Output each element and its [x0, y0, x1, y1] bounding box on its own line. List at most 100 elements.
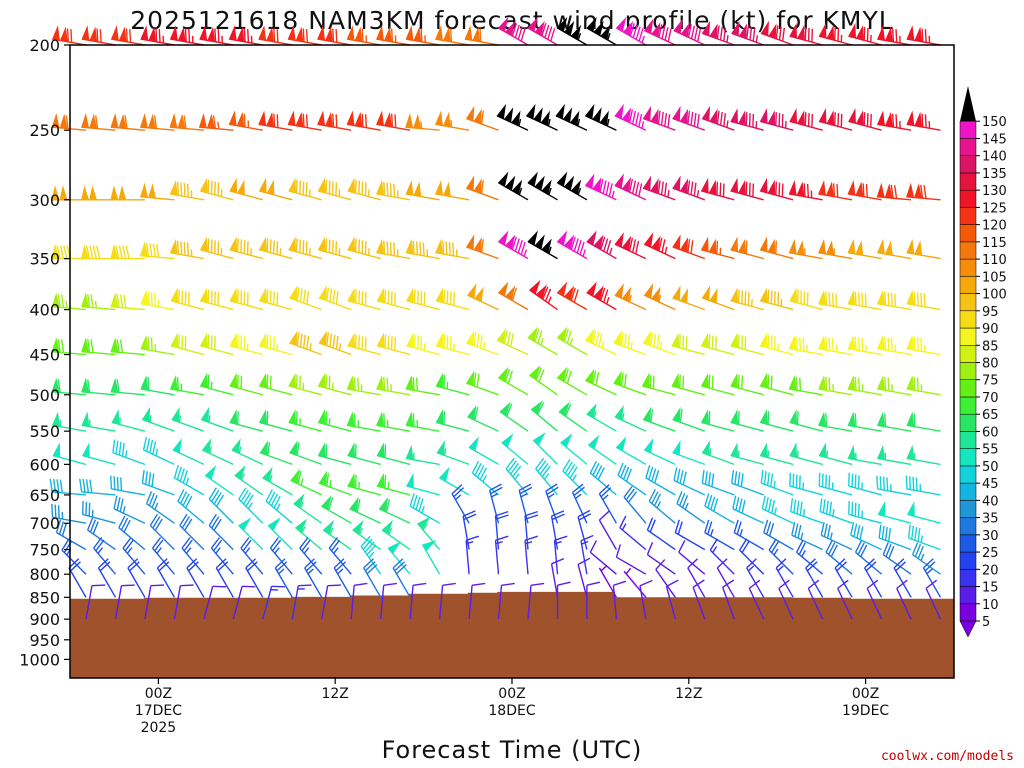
colorbar-tick-label: 115: [982, 236, 1007, 251]
wind-barb: [438, 582, 456, 620]
barb-pennant: [473, 178, 482, 194]
barb-pennant: [642, 406, 652, 423]
barb-full: [299, 180, 302, 194]
barb-full: [711, 375, 714, 389]
barb-pennant: [738, 23, 748, 40]
colorbar-swatch: [959, 345, 977, 363]
barb-pennant: [295, 111, 304, 128]
barb-full: [383, 240, 386, 255]
wind-barb: [556, 326, 588, 356]
y-tick-label: 1000: [19, 650, 60, 669]
barb-pennant: [236, 111, 245, 128]
barb-half: [891, 384, 893, 392]
barb-staff: [149, 525, 175, 551]
barb-full: [187, 292, 190, 306]
barb-half: [913, 452, 916, 460]
wind-barb: [405, 411, 440, 432]
barb-half: [423, 343, 426, 351]
barb-pennant: [541, 238, 552, 254]
barb-pennant: [435, 180, 443, 196]
wind-barb: [922, 558, 942, 598]
barb-full: [353, 413, 356, 427]
barb-pennant: [914, 111, 923, 128]
wind-barb: [55, 519, 87, 551]
barb-full: [592, 330, 597, 344]
barb-pennant: [501, 433, 514, 448]
barb-half: [191, 35, 194, 44]
wind-barb: [730, 332, 764, 356]
barb-full: [240, 489, 249, 502]
barb-full: [679, 493, 686, 506]
barb-half: [773, 480, 776, 489]
barb-pennant: [847, 180, 856, 196]
barb-half: [190, 190, 193, 198]
barb-full: [716, 558, 728, 569]
barb-full: [116, 497, 121, 511]
barb-pennant: [584, 368, 595, 384]
barb-full: [495, 514, 509, 520]
barb-pennant: [847, 444, 856, 461]
barb-staff: [494, 540, 500, 575]
barb-pennant: [325, 111, 333, 128]
barb-pennant: [141, 406, 151, 423]
colorbar-swatch: [959, 603, 977, 622]
wind-barb: [906, 110, 941, 131]
barb-full: [88, 502, 91, 517]
barb-half: [424, 35, 426, 43]
wind-barb: [499, 401, 529, 432]
wind-barb: [199, 236, 234, 260]
barb-full: [925, 579, 938, 589]
wind-barb: [405, 444, 440, 466]
barb-pennant: [439, 466, 450, 483]
colorbar-tick-label: 125: [982, 201, 1007, 216]
wind-barb: [79, 478, 116, 496]
wind-barb: [494, 535, 509, 575]
barb-staff: [215, 567, 234, 598]
barb-full: [831, 337, 834, 352]
barb-full: [761, 495, 766, 509]
wind-barb: [759, 236, 794, 260]
barb-half: [91, 509, 94, 518]
barb-pennant: [59, 185, 68, 201]
barb-pennant: [405, 444, 414, 461]
barb-pennant: [906, 444, 915, 461]
barb-full: [299, 239, 302, 253]
barb-half: [926, 568, 933, 575]
barb-staff: [791, 534, 823, 551]
barb-full: [332, 289, 336, 304]
wind-barb: [200, 406, 234, 432]
wind-barb: [293, 493, 323, 524]
barb-pennant: [266, 179, 275, 196]
wind-barb: [501, 433, 529, 465]
wind-barb: [614, 283, 647, 311]
wind-barb: [81, 337, 116, 356]
barb-pennant: [258, 287, 267, 304]
barb-half: [518, 187, 523, 196]
barb-full: [550, 28, 556, 42]
barb-pennant: [465, 370, 475, 387]
barb-full: [299, 288, 303, 302]
barb-pennant: [818, 108, 827, 124]
barb-pennant: [497, 171, 509, 187]
barb-full: [884, 376, 887, 391]
barb-full: [592, 463, 600, 476]
barb-full: [854, 502, 857, 517]
wind-barb: [405, 180, 440, 201]
barb-pennant: [435, 25, 443, 41]
wind-barb: [613, 370, 647, 396]
barb-full: [96, 245, 101, 259]
barb-pennant: [759, 177, 768, 194]
colorbar-tick-label: 45: [982, 477, 999, 492]
barb-half: [774, 507, 777, 515]
barb-full: [887, 292, 890, 306]
barb-half: [358, 481, 360, 490]
barb-full: [147, 376, 150, 391]
barb-pennant: [556, 16, 568, 33]
barb-full: [89, 245, 94, 259]
barb-full: [834, 26, 836, 41]
barb-full: [530, 582, 545, 587]
barb-full: [366, 544, 377, 556]
barb-half: [607, 32, 611, 41]
barb-full: [651, 491, 659, 504]
barb-full: [116, 379, 120, 393]
